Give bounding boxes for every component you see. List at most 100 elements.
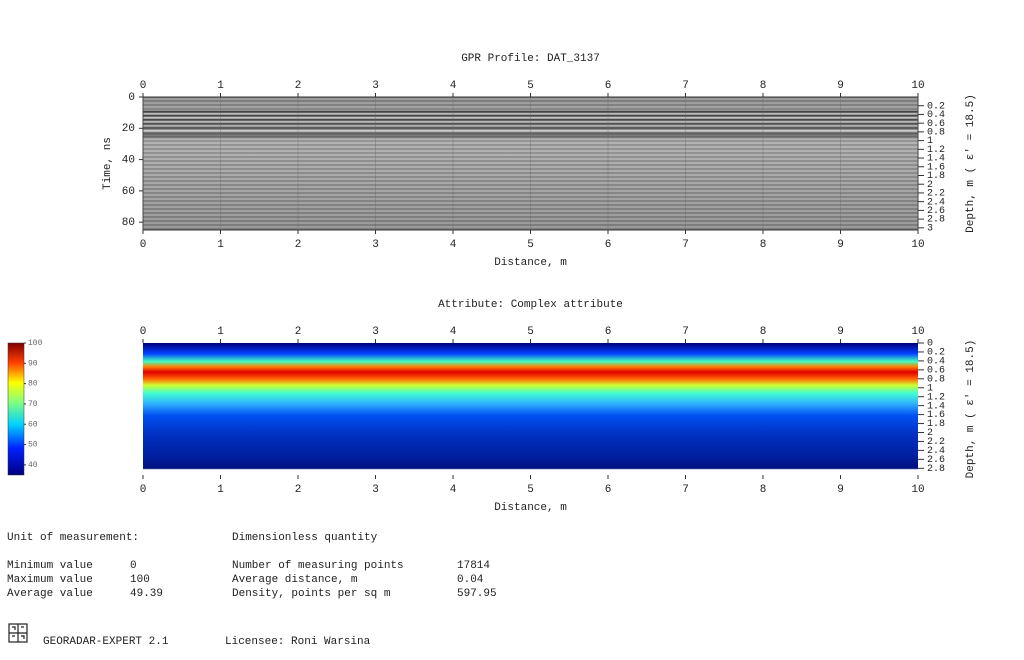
y2-tick-label: 0.2 xyxy=(927,348,945,359)
x-tick-label: 6 xyxy=(605,239,612,251)
x-tick-label: 5 xyxy=(527,80,534,92)
x-tick-label: 0 xyxy=(140,239,147,251)
x-tick-label: 2 xyxy=(295,80,302,92)
y2-tick-label: 2.2 xyxy=(927,189,945,200)
colorbar-tick-label: 70 xyxy=(28,400,38,409)
y2-tick-label: 2.6 xyxy=(927,455,945,466)
y2-tick-label: 2.2 xyxy=(927,437,945,448)
y2-tick-label: 2.4 xyxy=(927,197,945,208)
y2-tick-label: 1.4 xyxy=(927,401,945,412)
panel-title: Attribute: Complex attribute xyxy=(438,299,623,311)
x-tick-label: 6 xyxy=(605,80,612,92)
y2-tick-label: 2 xyxy=(927,428,933,439)
x-tick-label: 2 xyxy=(295,239,302,251)
y-tick-label: 40 xyxy=(122,154,135,166)
attribute-map xyxy=(143,343,918,475)
x-tick-label: 6 xyxy=(605,484,612,496)
x-tick-label: 1 xyxy=(217,484,224,496)
unit-label: Unit of measurement: xyxy=(7,532,139,544)
colorbar xyxy=(7,342,25,476)
y-tick-label: 60 xyxy=(122,186,135,198)
app-icon xyxy=(8,623,28,643)
y2-tick-label: 0.8 xyxy=(927,374,945,385)
info-label: Density, points per sq m xyxy=(232,588,391,600)
x-axis-label: Distance, m xyxy=(494,502,567,514)
unit-value: Dimensionless quantity xyxy=(232,532,378,544)
y2-tick-label: 0 xyxy=(927,339,933,350)
colorbar-tick-label: 90 xyxy=(28,359,38,368)
y2-tick-label: 2.4 xyxy=(927,446,945,457)
x-tick-label: 4 xyxy=(450,484,457,496)
x-tick-label: 0 xyxy=(140,80,147,92)
y2-tick-label: 0.4 xyxy=(927,357,945,368)
x-tick-label: 10 xyxy=(911,239,924,251)
y2-tick-label: 1.6 xyxy=(927,162,945,173)
x-tick-label: 4 xyxy=(450,326,457,338)
y2-tick-label: 0.4 xyxy=(927,110,945,121)
info-value: 0.04 xyxy=(457,574,484,586)
y2-tick-label: 1.4 xyxy=(927,154,945,165)
y2-tick-label: 1.2 xyxy=(927,145,945,156)
y2-tick-label: 0.8 xyxy=(927,128,945,139)
y-tick-label: 20 xyxy=(122,123,135,135)
x-tick-label: 2 xyxy=(295,484,302,496)
x-tick-label: 10 xyxy=(911,326,924,338)
info-value: 17814 xyxy=(457,560,490,572)
x-tick-label: 3 xyxy=(372,326,379,338)
info-label: Average value xyxy=(7,588,93,600)
x-tick-label: 8 xyxy=(760,484,767,496)
y2-axis-label: Depth, m ( ε′ = 18.5) xyxy=(965,340,977,479)
info-value: 0 xyxy=(130,560,137,572)
licensee: Licensee: Roni Warsina xyxy=(225,636,371,648)
x-tick-label: 5 xyxy=(527,326,534,338)
x-tick-label: 8 xyxy=(760,80,767,92)
x-axis-label: Distance, m xyxy=(494,257,567,269)
x-tick-label: 1 xyxy=(217,239,224,251)
colorbar-tick-label: 50 xyxy=(28,441,38,450)
x-tick-label: 3 xyxy=(372,80,379,92)
x-tick-label: 8 xyxy=(760,239,767,251)
info-label: Average distance, m xyxy=(232,574,358,586)
x-tick-label: 9 xyxy=(837,239,844,251)
info-label: Maximum value xyxy=(7,574,93,586)
y2-tick-label: 0.6 xyxy=(927,119,945,130)
y2-tick-label: 3 xyxy=(927,223,933,234)
x-tick-label: 0 xyxy=(140,484,147,496)
y2-tick-label: 1.2 xyxy=(927,392,945,403)
info-value: 597.95 xyxy=(457,588,497,600)
x-tick-label: 3 xyxy=(372,239,379,251)
colorbar-tick-label: 100 xyxy=(28,339,43,348)
x-tick-label: 0 xyxy=(140,326,147,338)
x-tick-label: 7 xyxy=(682,239,689,251)
y2-tick-label: 1 xyxy=(927,136,933,147)
y2-tick-label: 0.6 xyxy=(927,365,945,376)
y2-tick-label: 2.8 xyxy=(927,464,945,475)
x-tick-label: 3 xyxy=(372,484,379,496)
colorbar-tick-label: 60 xyxy=(28,420,38,429)
x-tick-label: 6 xyxy=(605,326,612,338)
x-tick-label: 2 xyxy=(295,326,302,338)
info-value: 100 xyxy=(130,574,150,586)
y2-tick-label: 1.8 xyxy=(927,171,945,182)
panel-title: GPR Profile: DAT_3137 xyxy=(461,53,600,65)
x-tick-label: 9 xyxy=(837,80,844,92)
x-tick-label: 7 xyxy=(682,326,689,338)
radargram-texture xyxy=(143,97,918,230)
y-tick-label: 80 xyxy=(122,217,135,229)
y2-tick-label: 1 xyxy=(927,383,933,394)
x-tick-label: 5 xyxy=(527,484,534,496)
x-tick-label: 5 xyxy=(527,239,534,251)
y2-tick-label: 1.6 xyxy=(927,410,945,421)
y2-tick-label: 0.2 xyxy=(927,101,945,112)
y2-tick-label: 2.8 xyxy=(927,215,945,226)
x-tick-label: 1 xyxy=(217,326,224,338)
y2-tick-label: 2.6 xyxy=(927,206,945,217)
x-tick-label: 10 xyxy=(911,484,924,496)
x-tick-label: 9 xyxy=(837,484,844,496)
x-tick-label: 7 xyxy=(682,80,689,92)
x-tick-label: 7 xyxy=(682,484,689,496)
x-tick-label: 4 xyxy=(450,80,457,92)
colorbar-tick-label: 40 xyxy=(28,461,38,470)
